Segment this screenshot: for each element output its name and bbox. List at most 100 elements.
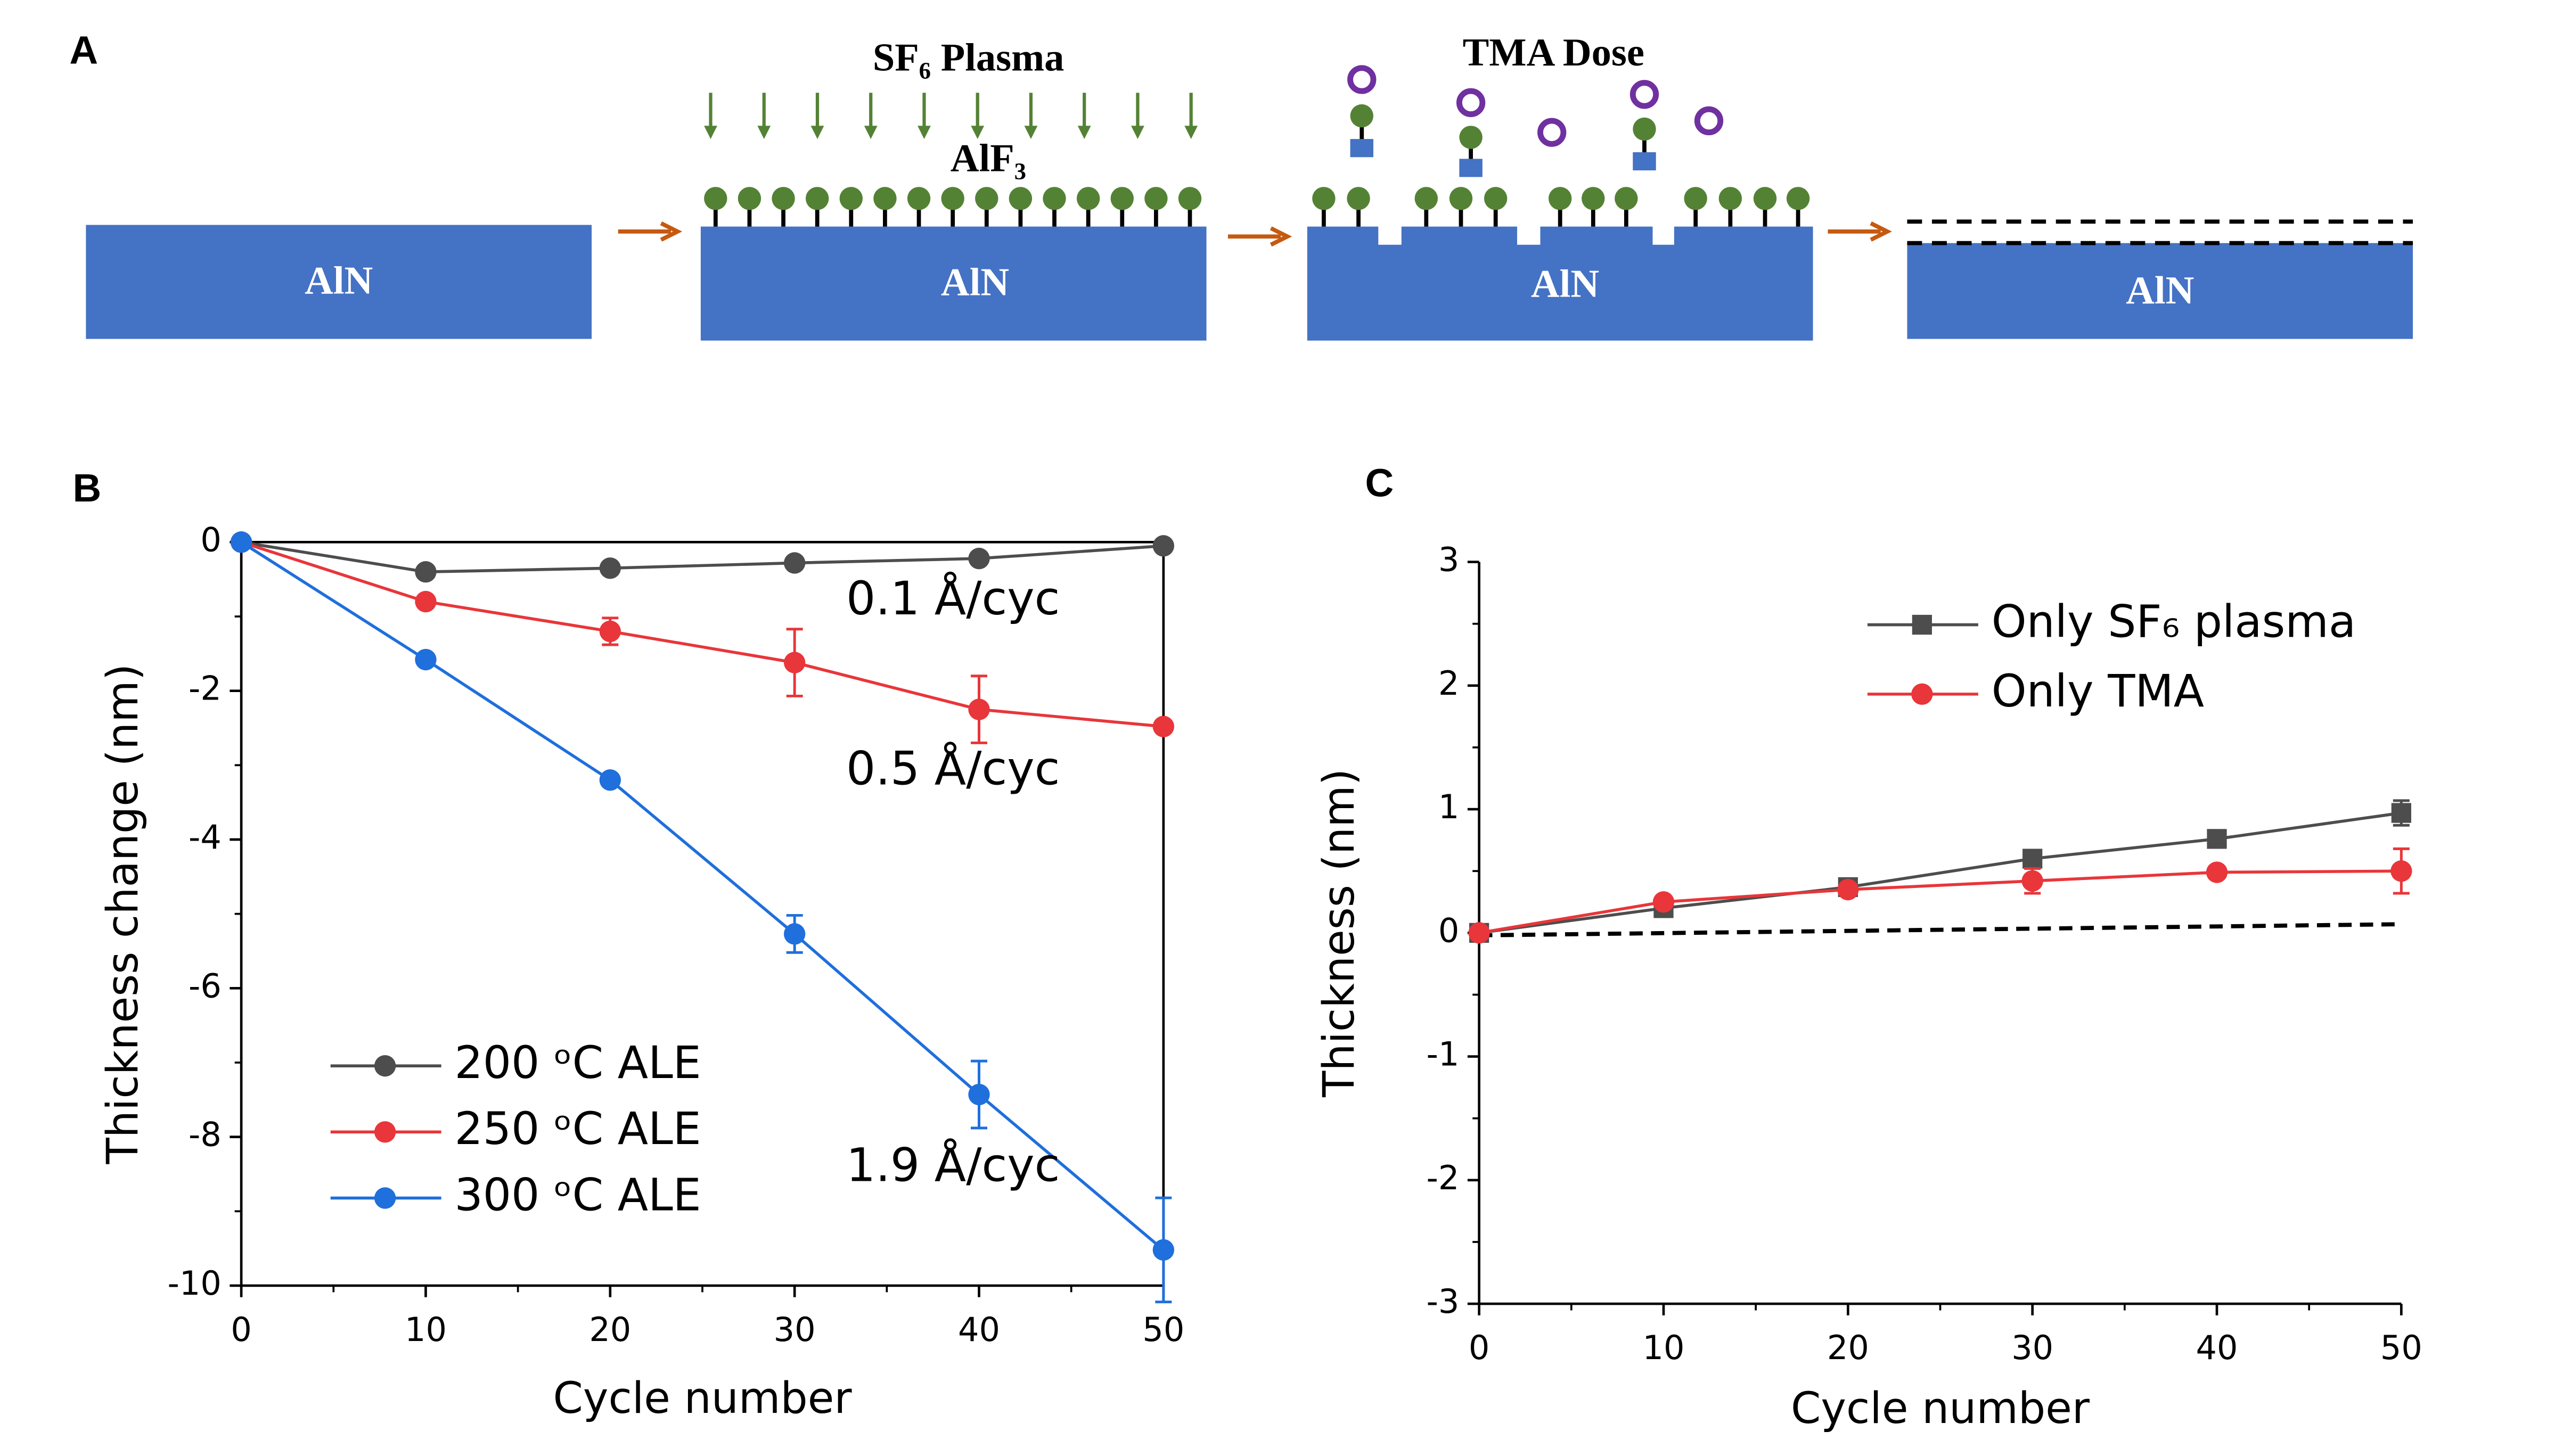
y-axis-label: Thickness change (nm) (98, 664, 148, 1165)
x-axis-label: Cycle number (553, 1373, 852, 1424)
data-point (1652, 891, 1675, 913)
fluorine-atom (1144, 187, 1168, 210)
y-tick-label: 1 (1438, 787, 1459, 826)
fluorine-atom (941, 187, 964, 210)
x-tick-label: 40 (2196, 1328, 2238, 1367)
legend-marker (374, 1055, 396, 1077)
plasma-arrow-head (810, 126, 824, 139)
data-point (415, 561, 437, 583)
data-point (230, 531, 252, 553)
y-tick-label: 3 (1438, 540, 1459, 579)
plasma-arrow-head (918, 126, 931, 139)
data-point (2207, 829, 2227, 849)
data-point (1152, 715, 1175, 737)
fluorine-atom (1449, 187, 1473, 210)
fluorine-atom (1786, 187, 1810, 210)
substrate-label: AlN (2126, 269, 2194, 312)
y-tick-label: -2 (1427, 1158, 1460, 1197)
plasma-arrow-head (1077, 126, 1091, 139)
fluorine-atom (907, 187, 931, 210)
plasma-arrow-head (704, 126, 717, 139)
y-tick-label: -6 (189, 966, 222, 1005)
tma-ring (1694, 106, 1724, 136)
x-tick-label: 10 (405, 1310, 447, 1349)
legend-marker (1911, 683, 1933, 705)
legend-label: 200 ᵒC ALE (454, 1037, 701, 1089)
substrate (1907, 243, 2413, 339)
annotation: 1.9 Å/cyc (846, 1138, 1060, 1192)
x-tick-label: 50 (2380, 1328, 2422, 1367)
plasma-arrow-head (1131, 126, 1144, 139)
series-line (1479, 811, 2402, 935)
data-point (415, 648, 437, 671)
diagram: AlN AlN AlN AlN SF₆ Plasma AlF₃ TMA Dose (86, 31, 2413, 341)
aluminum-atom (1459, 159, 1483, 177)
fluorine-atom (1615, 187, 1638, 210)
data-point (783, 552, 806, 574)
y-tick-label: -2 (189, 669, 222, 708)
data-point (783, 923, 806, 945)
y-axis-label: Thickness (nm) (1314, 769, 1364, 1098)
fluorine-atom (1312, 187, 1336, 210)
fluorine-atom (873, 187, 897, 210)
reference-line (1479, 922, 2402, 937)
y-tick-label: 0 (1438, 911, 1459, 950)
data-point (599, 769, 621, 791)
annotation: 0.1 Å/cyc (846, 571, 1060, 626)
x-tick-label: 20 (589, 1310, 631, 1349)
data-point (2391, 803, 2411, 823)
data-point (415, 590, 437, 613)
x-tick-label: 50 (1142, 1310, 1184, 1349)
fluorine-atom (1459, 126, 1483, 149)
x-tick-label: 0 (1469, 1328, 1489, 1367)
data-point (2021, 870, 2043, 892)
legend-marker (374, 1121, 396, 1143)
series-line (241, 540, 1164, 728)
tma-ring (1347, 65, 1377, 94)
fluorine-atom (839, 187, 863, 210)
tma-ring (1537, 118, 1567, 147)
plasma-arrow-head (1024, 126, 1038, 139)
panel-label: B (73, 466, 102, 510)
fluorine-atom (704, 187, 727, 210)
fluorine-atom (1484, 187, 1508, 210)
plasma-arrow-head (864, 126, 878, 139)
panel-label: C (1365, 461, 1394, 505)
layer-label: AlF₃ (951, 137, 1026, 180)
process-arrow-head (1270, 226, 1292, 247)
fluorine-atom (1414, 187, 1438, 210)
fluorine-atom (1347, 187, 1370, 210)
process-arrow-head (1870, 221, 1892, 242)
data-point (968, 1083, 990, 1106)
data-point (1152, 1239, 1175, 1261)
substrate-label: AlN (305, 259, 373, 302)
fluorine-atom (1178, 187, 1202, 210)
fluorine-atom (1009, 187, 1033, 210)
legend-label: 300 ᵒC ALE (454, 1169, 701, 1221)
data-point (599, 620, 621, 643)
fluorine-atom (772, 187, 795, 210)
dose-label: TMA Dose (1463, 31, 1644, 75)
y-tick-label: -3 (1427, 1282, 1460, 1321)
fluorine-atom (1633, 117, 1656, 141)
series-line (1479, 869, 2402, 935)
y-tick-label: 0 (200, 520, 221, 559)
fluorine-atom (805, 187, 829, 210)
fluorine-atom (1684, 187, 1707, 210)
fluorine-atom (1582, 187, 1605, 210)
data-point (599, 557, 621, 579)
plasma-arrow-head (1184, 126, 1198, 139)
data-point (2022, 849, 2043, 869)
data-point (968, 698, 990, 720)
y-tick-label: -4 (189, 818, 222, 857)
y-tick-label: -1 (1427, 1035, 1460, 1074)
plasma-label: SF₆ Plasma (873, 36, 1064, 79)
fluorine-atom (1043, 187, 1066, 210)
x-axis-label: Cycle number (1791, 1384, 2090, 1434)
aluminum-atom (1350, 139, 1374, 158)
fluorine-atom (1753, 187, 1777, 210)
data-point (2206, 861, 2228, 883)
fluorine-atom (738, 187, 761, 210)
